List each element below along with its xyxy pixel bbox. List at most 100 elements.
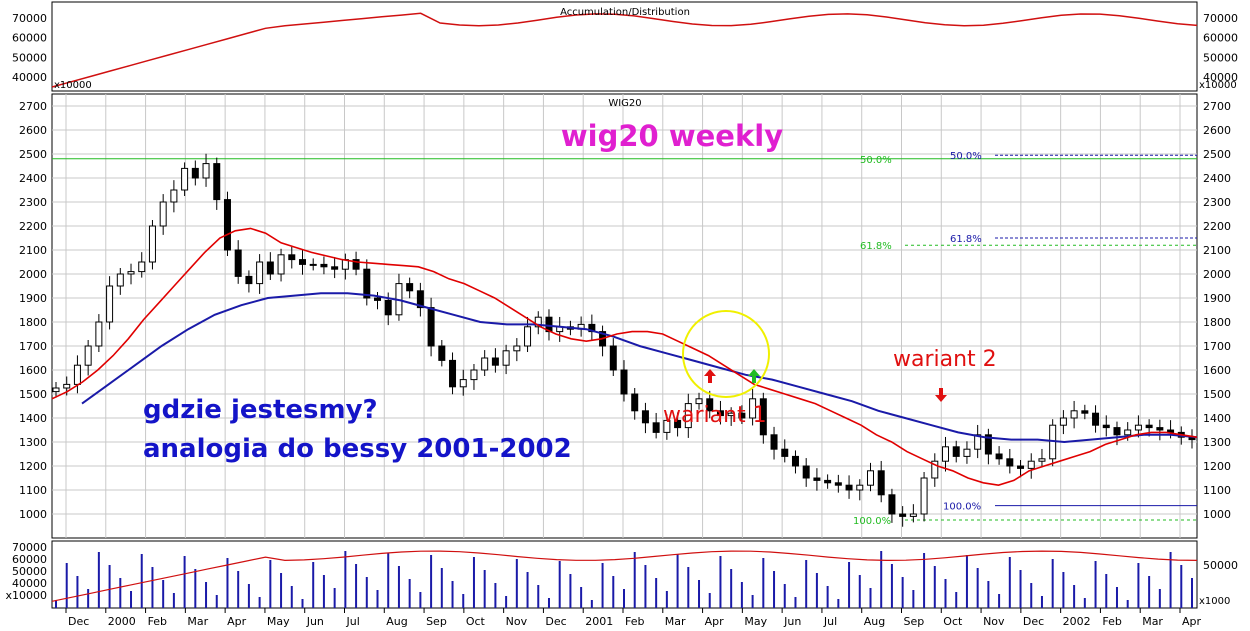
x-tick-label: Apr: [227, 615, 247, 628]
x-tick-label: 2001: [585, 615, 613, 628]
y-tick-left: 1200: [19, 460, 47, 473]
x-tick-label: 2002: [1063, 615, 1091, 628]
volume-unit-right: x1000: [1199, 596, 1230, 607]
candle-body: [481, 357, 489, 371]
candle-body: [191, 167, 199, 179]
y-tick-left: 2600: [19, 124, 47, 137]
candle-body: [984, 434, 992, 455]
candle-body: [727, 412, 735, 417]
x-tick-label: Aug: [386, 615, 407, 628]
candle-body: [631, 393, 639, 412]
y-ticks: 1000 1000 1100 1100 1200 1200 1300 1300 1400 1400…: [19, 100, 1231, 521]
y-tick-left: 1700: [19, 340, 47, 353]
y-tick-right: 1400: [1203, 412, 1231, 425]
x-tick-label: Mar: [187, 615, 208, 628]
ad-layer: 70000 70000 60000 60000 50000 50000 40000 40000: [12, 12, 1238, 88]
candle-body: [374, 297, 382, 301]
candle-body: [406, 283, 414, 292]
y-tick-right: 2700: [1203, 100, 1231, 113]
candle-body: [974, 434, 982, 450]
volume-ad-line: [51, 550, 1198, 602]
fib-layer: 50.0% 61.8% 100.0% 50.0% 61.8% 100.0%: [52, 151, 1197, 527]
candle-body: [384, 299, 392, 316]
volume-tick-left: 70000: [12, 541, 47, 554]
y-tick-right: 2000: [1203, 268, 1231, 281]
volume-tick-left: 50000: [12, 565, 47, 578]
candle-body: [909, 513, 917, 517]
x-tick-label: Sep: [426, 615, 447, 628]
candle-body: [1027, 460, 1035, 469]
arrow-up-icon: [704, 369, 716, 383]
candle-body: [749, 398, 757, 419]
fib-blue-label: 100.0%: [943, 502, 981, 513]
ad-tick-left: 70000: [12, 12, 47, 25]
x-tick-label: Mar: [1142, 615, 1163, 628]
x-tick-label: Jul: [346, 615, 360, 628]
y-tick-right: 1800: [1203, 316, 1231, 329]
candle-body: [1038, 458, 1046, 462]
candle-body: [1102, 424, 1110, 429]
candle-body: [791, 455, 799, 467]
ad-tick-left: 60000: [12, 32, 47, 45]
candle-body: [63, 383, 71, 389]
x-tick-label: Jun: [783, 615, 801, 628]
y-tick-left: 2500: [19, 148, 47, 161]
ad-tick-right: 70000: [1203, 12, 1238, 25]
y-tick-left: 1100: [19, 484, 47, 497]
x-tick-label: Apr: [705, 615, 725, 628]
candle-body: [663, 419, 671, 433]
ad-title: Accumulation/Distribution: [560, 7, 690, 18]
y-tick-left: 1000: [19, 508, 47, 521]
x-tick-label: Dec: [545, 615, 566, 628]
wariant-1-label: wariant 1: [663, 403, 767, 428]
y-tick-left: 2700: [19, 100, 47, 113]
candle-body: [524, 326, 532, 347]
candle-body: [1124, 429, 1132, 436]
candle-body: [674, 419, 682, 429]
candle-body: [824, 479, 832, 484]
fib-green-label: 100.0%: [853, 516, 891, 527]
candle-body: [277, 254, 285, 275]
candle-body: [223, 199, 231, 251]
fib-green-label: 61.8%: [860, 241, 892, 252]
candle-body: [866, 470, 874, 486]
arrow-up-icon: [748, 369, 760, 383]
fib-blue-label: 50.0%: [950, 151, 982, 162]
candle-body: [449, 359, 457, 388]
y-tick-right: 2400: [1203, 172, 1231, 185]
candle-body: [84, 345, 92, 366]
candle-body: [502, 350, 510, 366]
ad-panel-frame: [51, 1, 1198, 92]
candle-body: [963, 448, 971, 457]
candle-body: [1145, 424, 1153, 429]
y-tick-left: 1600: [19, 364, 47, 377]
candle-body: [942, 446, 950, 462]
headline-text: wig20 weekly: [561, 119, 783, 153]
volume-tick-right: 50000: [1203, 559, 1238, 572]
candle-body: [352, 259, 360, 270]
candle-body: [459, 379, 467, 388]
candle-body: [159, 201, 167, 227]
candle-body: [181, 167, 189, 191]
candle-body: [298, 259, 306, 265]
candle-body: [148, 225, 156, 263]
candle-body: [1017, 465, 1025, 469]
candle-body: [309, 263, 317, 266]
candle-body: [652, 422, 660, 433]
y-tick-left: 2400: [19, 172, 47, 185]
candle-body: [609, 345, 617, 371]
candle-body: [845, 484, 853, 491]
y-tick-right: 2300: [1203, 196, 1231, 209]
candle-body: [416, 290, 424, 309]
candle-body: [931, 460, 939, 479]
candle-body: [1006, 458, 1014, 467]
candle-body: [899, 513, 907, 517]
arrow-down-icon: [935, 388, 947, 402]
volume-tick-left: x10000: [5, 589, 47, 602]
volume-tick-left: 60000: [12, 553, 47, 566]
candle-body: [759, 398, 767, 436]
candle-body: [834, 482, 842, 486]
candle-body: [1070, 410, 1078, 419]
candle-body: [952, 446, 960, 457]
y-tick-left: 1400: [19, 412, 47, 425]
